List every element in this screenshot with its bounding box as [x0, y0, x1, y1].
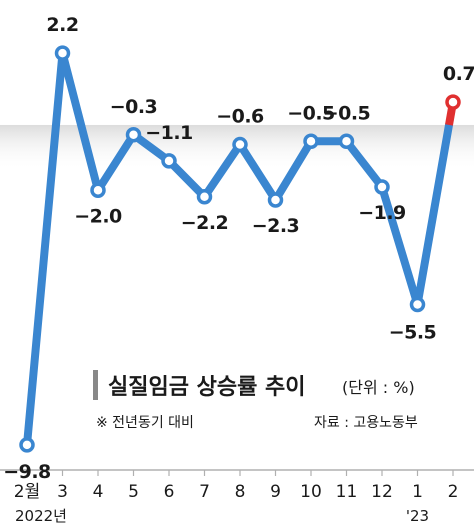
data-point [90, 182, 106, 198]
data-label: −1.9 [358, 202, 406, 224]
data-label: 0.7 [443, 63, 474, 85]
title-accent-bar [93, 370, 98, 400]
data-point [267, 192, 284, 208]
data-label: 2.2 [46, 14, 78, 36]
x-tick-label: 10 [300, 482, 322, 502]
data-point [161, 153, 177, 169]
series-line-segment [236, 140, 280, 205]
series-line-segment [342, 137, 386, 191]
data-label: −0.5 [287, 102, 335, 124]
x-tick-label: 3 [57, 482, 68, 502]
source-label: 자료 : 고용노동부 [314, 415, 418, 431]
x-tick-label: 11 [336, 482, 358, 502]
data-point [19, 437, 35, 453]
x-year-label: 2022년 [15, 507, 67, 525]
x-tick-label: 8 [235, 482, 246, 502]
data-label: −2.0 [74, 205, 122, 227]
x-tick-label: 1 [412, 482, 423, 502]
x-tick-label: 9 [270, 482, 281, 502]
data-label: −5.5 [389, 321, 437, 343]
data-label: −1.1 [145, 122, 193, 144]
title-box: 실질임금 상승률 추이 (단위 : %) ※ 전년동기 대비 자료 : 고용노동… [85, 360, 445, 438]
data-point [54, 45, 71, 61]
data-label: −0.6 [216, 106, 264, 128]
series-line-segment [23, 49, 67, 449]
unit-label: (단위 : %) [342, 378, 415, 397]
data-label: −0.3 [110, 96, 158, 118]
chart-title: 실질임금 상승률 추이 [108, 375, 305, 400]
data-point [409, 296, 426, 313]
x-year-label: '23 [406, 507, 429, 525]
series-line-segment [94, 130, 138, 195]
series-line-segment [165, 156, 209, 201]
x-tick-label: 5 [128, 482, 139, 502]
data-point [445, 94, 461, 110]
data-point [338, 133, 355, 150]
x-tick-label: 2월 [14, 482, 40, 502]
series-line-segment [413, 120, 453, 309]
x-tick-label: 4 [93, 482, 104, 502]
data-label: −2.2 [181, 212, 229, 234]
series-line-segment [271, 137, 315, 205]
data-label: −2.3 [252, 215, 300, 237]
x-tick-label: 6 [164, 482, 175, 502]
series-line-segment [200, 140, 244, 201]
series-line-segment [378, 182, 422, 309]
data-point [303, 133, 319, 150]
data-label: −0.5 [323, 102, 371, 124]
series-line-segment [58, 49, 102, 195]
x-tick-label: 2 [448, 482, 459, 502]
data-point [374, 179, 390, 195]
data-point [125, 127, 142, 143]
title-box-background [85, 360, 445, 438]
x-tick-label: 12 [371, 482, 393, 502]
x-tick-label: 7 [199, 482, 210, 502]
data-label: −9.8 [3, 461, 51, 483]
note-label: ※ 전년동기 대비 [96, 415, 194, 431]
data-point [196, 189, 213, 205]
data-point [232, 136, 248, 153]
